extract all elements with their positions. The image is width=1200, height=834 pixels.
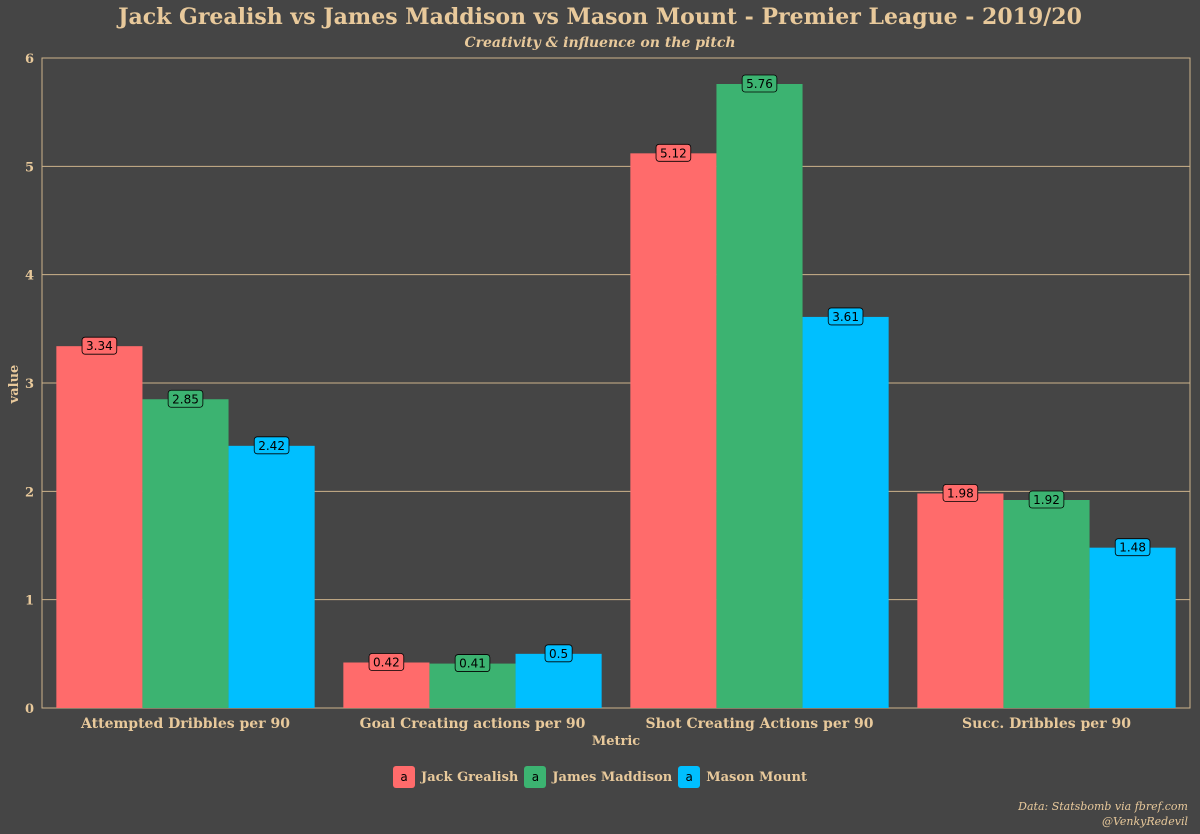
data-label-text: 5.76: [746, 77, 773, 91]
x-tick-label: Goal Creating actions per 90: [360, 716, 586, 732]
legend-item: a James Maddison: [524, 766, 672, 788]
data-label-box: [544, 644, 573, 663]
bar: [228, 445, 315, 708]
data-label: 2.85: [167, 389, 204, 408]
y-tick-label: 2: [25, 485, 34, 500]
data-label: 1.48: [1114, 538, 1151, 557]
caption-source: Data: Statsbomb via fbref.com: [1018, 800, 1188, 813]
data-labels: 3.34 2.85 2.42 0.42 0.41 0.5 5.12 5.76 3.61 1.98 1…: [81, 74, 1151, 672]
data-label-box: [454, 654, 491, 672]
y-tick-label: 3: [25, 377, 34, 392]
data-label: 0.5: [544, 644, 573, 663]
y-tick-label: 1: [25, 594, 34, 609]
legend-swatch: a: [393, 766, 416, 788]
axis-ticks: 0 1 2 3 4 5 6 Attempted Dribbles per 90 Goal Cre…: [25, 52, 1131, 732]
y-tick-label: 4: [25, 269, 34, 284]
data-label: 1.92: [1028, 490, 1065, 509]
bar: [630, 153, 717, 709]
legend-label: James Maddison: [552, 769, 673, 785]
data-label-text: 0.41: [459, 657, 486, 671]
chart-title: Jack Grealish vs James Maddison vs Mason…: [118, 4, 1082, 30]
bars: [56, 84, 1176, 709]
data-label-box: [1028, 490, 1065, 509]
data-label-text: 1.48: [1119, 541, 1146, 555]
data-label: 3.61: [827, 307, 864, 326]
data-label-text: 0.42: [373, 656, 400, 670]
bar: [142, 399, 229, 708]
data-label-box: [167, 389, 204, 408]
data-label: 0.42: [368, 653, 405, 671]
x-tick-label: Succ. Dribbles per 90: [962, 716, 1131, 732]
legend-swatch: a: [524, 766, 547, 788]
data-label: 0.41: [454, 654, 491, 672]
bar: [1003, 500, 1090, 708]
data-label-text: 2.42: [258, 439, 285, 453]
legend-item: a Mason Mount: [678, 766, 807, 788]
data-label-box: [741, 74, 778, 93]
data-label-text: 3.34: [86, 339, 113, 353]
data-label-text: 3.61: [832, 310, 859, 324]
bar: [917, 493, 1004, 708]
legend-item: a Jack Grealish: [393, 766, 518, 788]
y-tick-label: 6: [25, 52, 34, 67]
data-label-text: 1.92: [1033, 493, 1060, 507]
legend-label: Mason Mount: [706, 769, 807, 785]
chart-subtitle: Creativity & influence on the pitch: [464, 35, 736, 51]
x-tick-label: Shot Creating Actions per 90: [646, 716, 874, 732]
data-label: 5.76: [741, 74, 778, 93]
data-label: 2.42: [253, 436, 290, 455]
data-label-box: [253, 436, 290, 455]
bar: [1089, 547, 1176, 708]
x-tick-label: Attempted Dribbles per 90: [80, 716, 290, 732]
data-label-text: 0.5: [549, 647, 568, 661]
data-label-box: [655, 143, 692, 162]
data-label-box: [81, 336, 118, 355]
y-axis-label: value: [7, 365, 22, 405]
data-label: 5.12: [655, 143, 692, 162]
data-label: 1.98: [942, 484, 979, 502]
data-label-text: 5.12: [660, 146, 687, 160]
data-label-text: 2.85: [172, 392, 199, 406]
x-axis-label: Metric: [592, 734, 640, 749]
bar: [716, 84, 803, 708]
legend-label: Jack Grealish: [421, 769, 519, 785]
data-label-box: [1114, 538, 1151, 557]
bar: [515, 653, 602, 708]
data-label-box: [368, 653, 405, 671]
data-label-box: [827, 307, 864, 326]
data-label: 3.34: [81, 336, 118, 355]
data-label-box: [942, 484, 979, 502]
legend-swatch: a: [678, 766, 701, 788]
y-tick-label: 5: [25, 160, 34, 175]
caption-handle: @VenkyRedevil: [1101, 815, 1188, 828]
bar: [56, 346, 143, 708]
data-label-text: 1.98: [947, 487, 974, 501]
legend: a Jack Grealish a James Maddison a Mason Moun…: [0, 766, 1200, 788]
y-tick-label: 0: [25, 702, 34, 717]
caption: Data: Statsbomb via fbref.com @VenkyRede…: [1018, 799, 1188, 829]
bar: [802, 316, 889, 708]
